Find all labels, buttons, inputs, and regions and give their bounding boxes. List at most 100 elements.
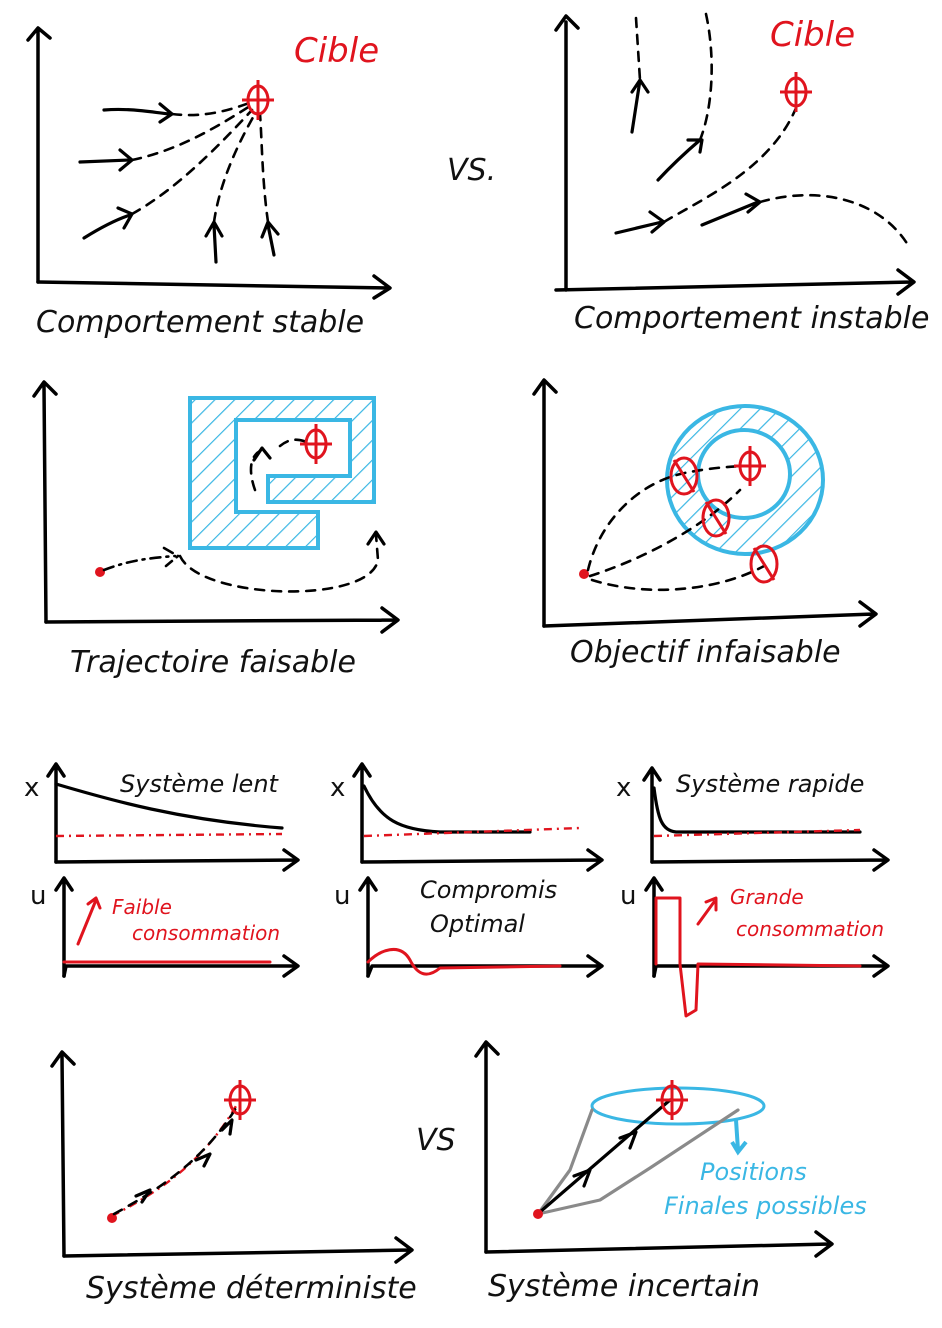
x-axis-label: x bbox=[24, 773, 39, 803]
x-axis bbox=[62, 954, 300, 978]
x-axis bbox=[650, 848, 890, 872]
nominal-path bbox=[111, 1105, 238, 1218]
trajectory-arrow bbox=[102, 546, 181, 572]
start-point bbox=[533, 1209, 543, 1219]
x-axis bbox=[554, 268, 916, 296]
caption-feasible: Trajectoire faisable bbox=[70, 645, 356, 680]
trajectory-dashed bbox=[130, 108, 254, 216]
y-axis bbox=[474, 1040, 500, 1254]
obstacle-ring-inner bbox=[696, 428, 792, 520]
obstacle-region bbox=[188, 396, 376, 550]
u-axis-label: u bbox=[30, 881, 46, 911]
trajectory-dashed bbox=[662, 106, 798, 224]
y-axis bbox=[644, 876, 664, 978]
trajectory-arrow bbox=[102, 102, 174, 124]
uncertain-path bbox=[536, 1108, 594, 1216]
start-point bbox=[579, 569, 589, 579]
panel-deterministic: Système déterministe bbox=[50, 1050, 417, 1306]
state-curve bbox=[652, 786, 862, 834]
trajectory-arrow bbox=[82, 206, 134, 240]
trajectory-arrow bbox=[614, 210, 666, 235]
x-axis-label: x bbox=[616, 773, 631, 803]
control-signal bbox=[366, 948, 562, 976]
x-axis bbox=[542, 600, 878, 628]
setpoint-line bbox=[55, 832, 283, 838]
state-curve bbox=[54, 782, 284, 830]
target-label: Cible bbox=[294, 31, 379, 71]
x-axis bbox=[360, 848, 604, 872]
u-axis-label: u bbox=[334, 881, 350, 911]
y-axis bbox=[32, 380, 58, 624]
uncertain-path bbox=[536, 1108, 740, 1216]
trajectory-dashed bbox=[258, 112, 270, 224]
trajectory-dashed bbox=[586, 464, 750, 572]
trajectory-arrow bbox=[656, 138, 704, 182]
y-axis bbox=[554, 14, 580, 292]
trajectory-dashed bbox=[130, 104, 252, 162]
panel-title: Compromis bbox=[420, 876, 557, 904]
annotation-text: consommation bbox=[132, 921, 280, 945]
panel-slow: x Système lent u Faible consommation bbox=[24, 762, 300, 978]
y-axis bbox=[352, 762, 372, 864]
y-axis bbox=[50, 1050, 76, 1258]
caption-stable: Comportement stable bbox=[36, 305, 364, 340]
trajectory-dashed bbox=[212, 110, 258, 224]
trajectory-dashed bbox=[112, 1106, 238, 1216]
annotation-arrow bbox=[76, 896, 102, 946]
panel-fast: x Système rapide u Grande consommation bbox=[616, 766, 890, 1018]
trajectory-dashed bbox=[634, 16, 642, 82]
crosshair-target-icon bbox=[298, 422, 334, 466]
trajectory-arrow bbox=[572, 1130, 638, 1188]
x-axis bbox=[484, 1230, 834, 1258]
trajectory-arrow bbox=[700, 192, 762, 227]
trajectory-dashed bbox=[758, 193, 910, 247]
control-signal bbox=[654, 896, 862, 1018]
trajectory-arrow bbox=[134, 1118, 234, 1204]
annotation-text: consommation bbox=[736, 917, 884, 941]
trajectory-arrow bbox=[260, 220, 280, 257]
y-axis bbox=[46, 762, 66, 864]
nominal-path bbox=[538, 1098, 672, 1214]
caption-uncertain: Système incertain bbox=[488, 1269, 760, 1304]
vs-label: VS bbox=[416, 1123, 456, 1158]
setpoint-line bbox=[363, 826, 581, 838]
trajectory-arrow bbox=[204, 220, 224, 264]
panel-title: Système lent bbox=[120, 770, 280, 798]
trajectory-dashed bbox=[590, 564, 766, 592]
caption-infeasible: Objectif infaisable bbox=[570, 635, 841, 670]
panel-infeasible: Objectif infaisable bbox=[532, 378, 878, 670]
x-axis-label: x bbox=[330, 773, 345, 803]
annotation-arrow bbox=[730, 1119, 748, 1156]
panel-stable: Cible Comportement stable bbox=[26, 26, 392, 340]
x-axis bbox=[44, 606, 400, 634]
crosshair-target-icon bbox=[654, 1078, 690, 1122]
annotation-text: Finales possibles bbox=[664, 1192, 867, 1220]
crosshair-target-icon bbox=[778, 70, 814, 114]
annotation-text: Grande bbox=[730, 885, 804, 909]
panel-uncertain: Positions Finales possibles Système ince… bbox=[474, 1040, 867, 1304]
target-label: Cible bbox=[770, 15, 855, 55]
vs-label: VS. bbox=[447, 153, 496, 188]
x-axis bbox=[62, 1236, 414, 1264]
panel-title: Système rapide bbox=[676, 770, 864, 798]
panel-unstable: Cible Comportement instable bbox=[554, 12, 929, 336]
caption-deterministic: Système déterministe bbox=[86, 1271, 417, 1306]
trajectory-arrow bbox=[78, 148, 134, 172]
trajectory-arrow bbox=[630, 78, 650, 134]
crosshair-target-icon bbox=[222, 1078, 258, 1122]
y-axis bbox=[642, 766, 662, 864]
panel-feasible: Trajectoire faisable bbox=[32, 380, 400, 680]
state-curve bbox=[362, 784, 532, 834]
annotation-text: Positions bbox=[700, 1158, 807, 1186]
trajectory-arrow bbox=[366, 530, 386, 546]
trajectory-dashed bbox=[178, 533, 380, 593]
final-positions-zone bbox=[590, 1086, 766, 1126]
caption-unstable: Comportement instable bbox=[574, 301, 929, 336]
y-axis bbox=[532, 378, 558, 628]
panel-title: Optimal bbox=[430, 910, 525, 938]
setpoint-line bbox=[653, 828, 861, 838]
trajectory-dashed bbox=[698, 12, 713, 142]
y-axis bbox=[54, 876, 74, 978]
trajectory-dashed bbox=[278, 438, 314, 448]
